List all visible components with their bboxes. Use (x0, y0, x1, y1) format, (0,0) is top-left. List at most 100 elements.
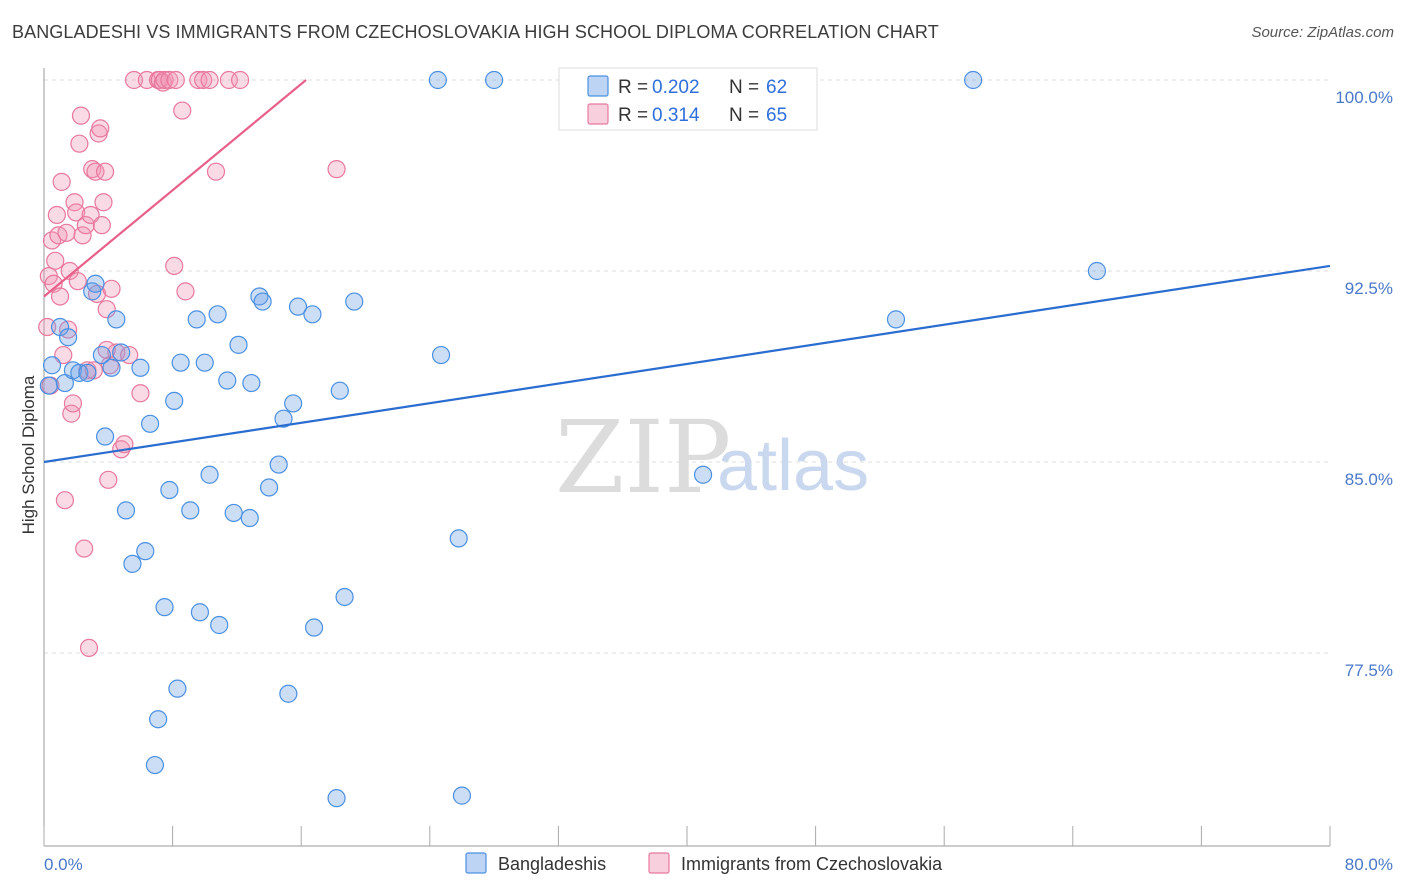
blue-data-point (42, 356, 62, 375)
blue-data-point (428, 70, 447, 90)
blue-data-point (452, 786, 472, 805)
blue-data-point (303, 305, 322, 324)
blue-data-point (218, 371, 237, 390)
source-label: Source: ZipAtlas.com (1251, 24, 1394, 41)
pink-data-point (95, 162, 115, 181)
pink-data-point (165, 256, 184, 276)
x-tick-label: 80.0% (1345, 855, 1393, 874)
blue-data-point (485, 70, 504, 90)
blue-data-point (240, 508, 259, 528)
pink-data-point (160, 70, 179, 90)
pink-data-point (71, 106, 91, 125)
blue-data-point (112, 343, 131, 362)
blue-data-point (107, 310, 126, 329)
pink-data-point (52, 172, 71, 191)
blue-data-point (886, 310, 906, 329)
pink-data-point (76, 216, 95, 235)
blue-data-point (279, 684, 298, 703)
y-tick-label: 85.0% (1345, 470, 1393, 489)
legend-swatch-pink (587, 103, 609, 125)
blue-data-point (171, 353, 190, 372)
pink-data-point (54, 345, 73, 365)
blue-data-point (330, 381, 349, 400)
pink-data-point (206, 162, 226, 181)
blue-data-point (39, 376, 58, 395)
pink-data-point (124, 70, 144, 90)
legend-n-label: N = (729, 77, 759, 98)
watermark-zip: ZIP (555, 399, 731, 516)
blue-data-point (78, 363, 97, 382)
blue-data-point (304, 618, 324, 637)
gridlines (44, 79, 1330, 654)
blue-data-point (964, 70, 983, 90)
blue-data-point (259, 478, 279, 497)
pink-data-point (68, 272, 87, 291)
series-blue-points (39, 70, 1107, 808)
bottom-legend-label: Bangladeshis (498, 854, 606, 874)
pink-data-point (327, 160, 346, 179)
blue-data-point (168, 679, 187, 698)
blue-data-point (224, 503, 243, 523)
pink-data-point (166, 70, 185, 90)
y-tick-label: 100.0% (1335, 88, 1393, 107)
blue-data-point (59, 328, 78, 347)
pink-data-point (75, 539, 94, 558)
blue-data-point (160, 480, 179, 500)
blue-data-point (116, 501, 136, 520)
blue-data-point (131, 358, 150, 377)
pink-trend-line (43, 79, 307, 298)
legend-r-label: R = (618, 77, 648, 98)
pink-data-point (150, 70, 169, 90)
bottom-legend-swatch-pink (648, 852, 670, 874)
pink-data-point (63, 394, 83, 413)
legend-r-value: 0.314 (652, 105, 700, 126)
pink-data-point (73, 226, 92, 245)
pink-data-point (46, 251, 65, 270)
blue-data-point (229, 335, 248, 354)
x-tick-labels: 0.0% 80.0% (44, 855, 1393, 874)
pink-data-point (102, 279, 121, 298)
watermark: ZIP atlas (555, 399, 869, 516)
blue-data-point (123, 554, 142, 573)
legend-r-value: 0.202 (652, 77, 700, 98)
pink-data-point (99, 470, 118, 489)
pink-data-point (57, 223, 76, 242)
blue-data-point (288, 297, 308, 316)
blue-data-point (1087, 261, 1107, 281)
blue-data-point (345, 292, 364, 311)
pink-data-point (86, 162, 105, 181)
blue-data-point (269, 455, 288, 474)
legend-r-label: R = (618, 105, 648, 126)
blue-data-point (335, 587, 354, 607)
blue-data-point (693, 465, 713, 484)
pink-data-point (94, 193, 113, 212)
blue-data-point (165, 391, 184, 410)
blue-data-point (181, 501, 200, 520)
bottom-legend-swatch-blue (465, 852, 487, 874)
pink-data-point (67, 203, 86, 222)
blue-data-point (140, 414, 160, 433)
blue-data-point (200, 465, 219, 484)
pink-data-point (81, 205, 100, 225)
y-tick-label: 92.5% (1345, 279, 1393, 298)
blue-data-point (155, 598, 174, 617)
pink-data-point (50, 287, 70, 306)
blue-data-point (210, 615, 229, 635)
blue-data-point (149, 710, 168, 729)
blue-data-point (195, 353, 214, 372)
axes (43, 68, 1331, 847)
bottom-legend-label: Immigrants from Czechoslovakia (681, 854, 943, 874)
blue-data-point (95, 427, 115, 446)
chart-title: BANGLADESHI VS IMMIGRANTS FROM CZECHOSLO… (12, 22, 939, 42)
legend-n-value: 62 (766, 77, 787, 98)
x-tick-label: 0.0% (44, 855, 83, 874)
blue-data-point (190, 603, 210, 622)
pink-data-point (38, 317, 57, 337)
blue-data-point (242, 373, 261, 393)
pink-data-point (97, 340, 116, 360)
blue-data-point (284, 394, 303, 413)
blue-data-point (86, 274, 105, 293)
pink-data-point (47, 205, 66, 225)
blue-data-point (327, 789, 346, 808)
